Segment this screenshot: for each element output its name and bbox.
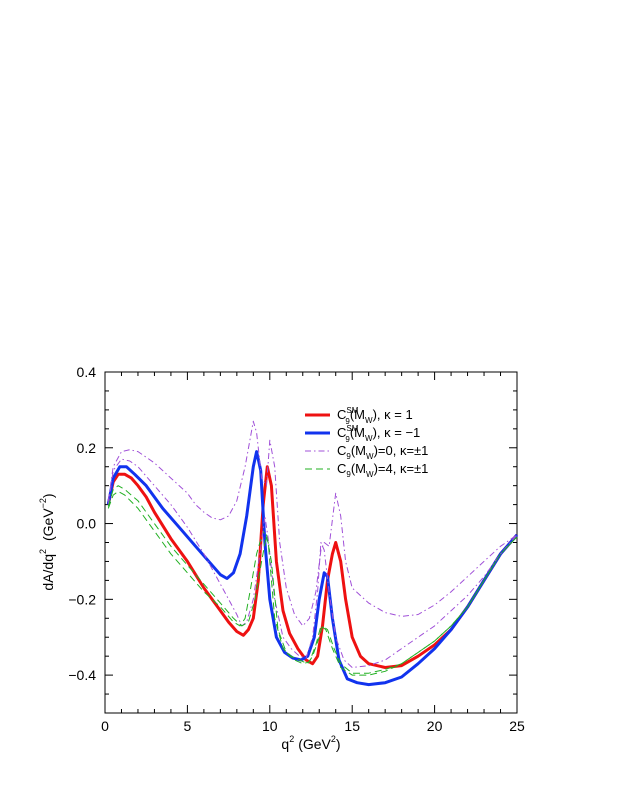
legend-entry-3: C9(MW)=0, κ=±1: [337, 443, 428, 461]
x-tick-label: 20: [427, 718, 443, 734]
legend-entry-4: C9(MW)=4, κ=±1: [337, 461, 428, 479]
x-axis-label: q2 (GeV2): [281, 734, 340, 752]
x-tick-label: 15: [344, 718, 360, 734]
series-line-1: [106, 465, 519, 669]
series-line-6: [107, 485, 518, 676]
series-line-5: [107, 458, 518, 668]
x-tick-label: 0: [101, 718, 109, 734]
series-line-2: [106, 450, 519, 687]
x-tick-label: 5: [184, 718, 192, 734]
x-axis: 0 5 10 15 20 25: [101, 372, 525, 734]
y-tick-label: 0.2: [77, 440, 97, 456]
x-tick-label: 25: [509, 718, 525, 734]
y-tick-label: −0.2: [68, 591, 96, 607]
series-line-3: [107, 420, 518, 627]
series-layer: [106, 420, 519, 687]
x-tick-label: 10: [262, 718, 278, 734]
series-line-4: [107, 490, 518, 674]
legend-entry-1: CSM 9(MW), κ = 1: [337, 406, 413, 426]
y-tick-label: 0.4: [77, 364, 97, 380]
y-axis-label: dA/dq2(GeV−2): [38, 493, 56, 590]
y-tick-label: 0.0: [77, 516, 97, 532]
y-axis: −0.4 −0.2 0.0 0.2 0.4: [68, 364, 517, 714]
y-tick-label: −0.4: [68, 667, 96, 683]
legend-entry-2: CSM 9(MW), κ = −1: [337, 424, 420, 444]
